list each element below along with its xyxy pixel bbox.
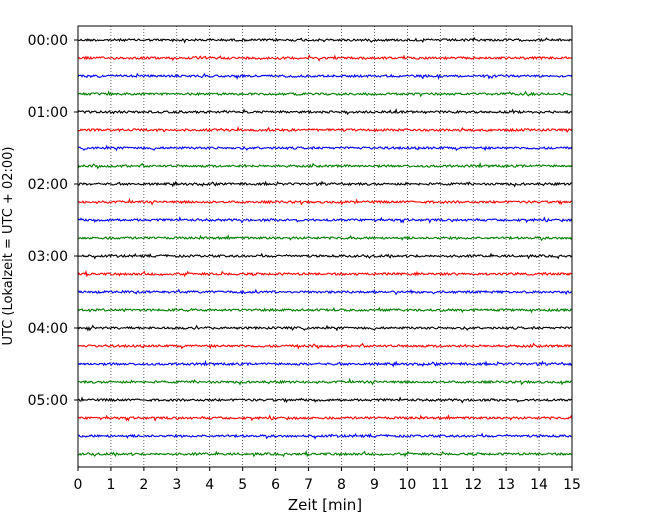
seismogram-trace [77, 288, 573, 296]
x-tick-label: 10 [398, 477, 416, 493]
x-tick-label: 14 [530, 477, 548, 493]
x-tick-label: 3 [172, 477, 181, 493]
seismogram-trace [77, 377, 573, 386]
seismogram-trace [77, 72, 573, 81]
seismogram-trace [77, 396, 573, 404]
seismogram-trace [77, 324, 573, 332]
seismogram-trace [77, 36, 573, 44]
seismogram-trace [77, 216, 573, 224]
x-tick-label: 0 [74, 477, 83, 493]
seismogram-trace [77, 90, 573, 98]
y-tick-label: 05:00 [28, 393, 68, 409]
x-tick-label: 7 [304, 477, 313, 493]
x-tick-label: 6 [271, 477, 280, 493]
x-tick-label: 13 [497, 477, 515, 493]
x-tick-label: 4 [205, 477, 214, 493]
x-tick-label: 2 [139, 477, 148, 493]
seismogram-trace [77, 432, 573, 440]
x-axis: 0 1 2 3 4 5 6 7 8 9 10 11 12 13 14 15 [74, 467, 581, 493]
seismogram-trace [77, 197, 573, 206]
x-tick-label: 1 [106, 477, 115, 493]
seismogram-trace [77, 342, 573, 350]
x-tick-label: 8 [337, 477, 346, 493]
seismogram-trace [77, 306, 573, 314]
seismogram-trace [77, 144, 573, 152]
y-tick-label: 04:00 [28, 321, 68, 337]
y-tick-label: 00:00 [28, 33, 68, 49]
x-axis-label: Zeit [min] [288, 496, 362, 514]
x-tick-label: 12 [464, 477, 482, 493]
seismogram-trace [77, 126, 573, 134]
plot-frame [77, 25, 573, 468]
y-axis-label: UTC (Lokalzeit = UTC + 02:00) [1, 147, 16, 346]
seismogram-trace [77, 54, 573, 62]
seismogram-trace [77, 270, 573, 278]
y-tick-label: 03:00 [28, 249, 68, 265]
seismogram-trace [77, 414, 573, 422]
x-tick-label: 15 [563, 477, 581, 493]
x-tick-label: 5 [238, 477, 247, 493]
seismogram-trace [77, 161, 573, 170]
x-tick-label: 9 [370, 477, 379, 493]
y-axis: 00:00 01:00 02:00 03:00 04:00 05:00 [28, 33, 78, 409]
seismogram-trace [77, 252, 573, 260]
seismogram-trace [77, 107, 573, 116]
trace-group [77, 36, 573, 458]
y-tick-label: 01:00 [28, 105, 68, 121]
seismogram-trace [77, 359, 573, 368]
seismogram-trace [77, 180, 573, 188]
seismogram-trace [77, 234, 573, 242]
seismogram-trace [77, 450, 573, 458]
y-tick-label: 02:00 [28, 177, 68, 193]
x-tick-label: 11 [431, 477, 449, 493]
